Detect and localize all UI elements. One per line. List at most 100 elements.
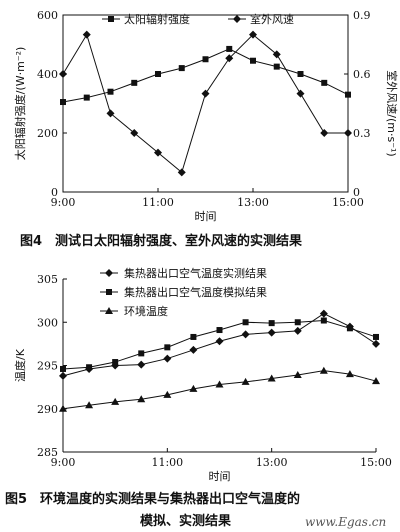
fig5-data-point (112, 359, 119, 366)
fig4-left-axis-label: 太阳辐射强度/(W·m⁻²) (13, 47, 27, 161)
fig4-data-point (130, 129, 139, 137)
fig5-data-point (267, 328, 276, 337)
fig5-data-point (241, 377, 250, 385)
fig5-data-point (372, 339, 380, 348)
fig4-legend-marker (233, 15, 241, 23)
watermark: www.Egas.cn (305, 515, 387, 529)
fig5-legend-marker (105, 269, 113, 277)
fig5-data-point (215, 380, 224, 388)
fig5-data-point (242, 319, 249, 326)
fig5-legend-marker (106, 289, 112, 295)
fig5-y-tick-label: 295 (37, 360, 58, 373)
fig4-plot-frame (62, 14, 349, 193)
fig5-data-point (293, 371, 302, 379)
fig4-x-tick-label: 15:00 (332, 196, 364, 209)
fig5-data-point (163, 390, 172, 398)
fig5-x-tick-label: 11:00 (151, 456, 183, 469)
fig5-data-point (319, 309, 328, 318)
fig4-data-point (249, 30, 257, 39)
fig5-legend-label: 环境温度 (124, 304, 168, 318)
fig5-data-point (59, 371, 67, 380)
fig4-data-point (155, 71, 161, 77)
fig5-y-tick-label: 300 (37, 316, 58, 329)
fig5-data-point (85, 401, 94, 409)
fig4-right-tick-label: 0 (353, 186, 360, 199)
fig5-x-tick-label: 9:00 (51, 456, 76, 469)
fig4-data-point (272, 50, 281, 59)
fig5-y-tick-label: 285 (37, 446, 58, 459)
fig5-data-point (215, 337, 224, 346)
fig5-data-point (137, 360, 146, 369)
fig4-data-point (178, 65, 185, 72)
fig4-x-tick-label: 13:00 (237, 196, 269, 209)
fig5-data-point (163, 354, 172, 363)
fig5-data-point (189, 345, 198, 354)
fig5-data-point (373, 333, 379, 340)
fig4-data-point (201, 89, 210, 98)
fig4-data-point (345, 91, 351, 98)
fig5-data-point (267, 374, 276, 382)
fig5-y-axis-label: 温度/K (13, 348, 27, 382)
fig4-right-tick-label: 0.9 (353, 9, 371, 22)
fig5-data-point (137, 395, 146, 403)
fig5-data-point (111, 397, 120, 405)
fig5-x-tick-label: 13:00 (256, 456, 288, 469)
fig4-data-point (296, 89, 305, 98)
fig4-x-axis-label: 时间 (195, 210, 217, 223)
fig5-legend-label: 集热器出口空气温度实测结果 (124, 266, 267, 280)
fig5-data-point (60, 365, 66, 372)
fig5-y-tick-label: 305 (37, 273, 58, 286)
fig4-data-point (106, 109, 115, 118)
fig4-left-tick-label: 200 (37, 127, 58, 140)
fig4-legend-label: 室外风速 (250, 12, 294, 26)
fig5-x-tick-label: 15:00 (360, 456, 392, 469)
fig5-data-point (86, 364, 93, 371)
fig4-data-point (225, 54, 234, 63)
fig4-data-point (177, 168, 186, 177)
fig4-left-tick-label: 0 (51, 186, 58, 199)
fig4-data-point (297, 71, 304, 77)
fig4-data-point (321, 79, 328, 86)
fig4-x-tick-label: 9:00 (51, 196, 76, 209)
fig5-data-point (241, 330, 250, 339)
fig4-right-tick-label: 0.3 (353, 127, 371, 140)
fig5-legend-label: 集热器出口空气温度模拟结果 (124, 285, 267, 299)
fig4-data-point (83, 94, 90, 101)
fig4-data-point (154, 148, 162, 157)
fig5-data-point (138, 350, 145, 357)
fig5-data-point (190, 333, 197, 340)
fig5-data-point (319, 366, 328, 374)
fig4-right-axis-label: 室外风速/(m·s⁻¹) (385, 70, 399, 156)
fig5-data-point (268, 320, 275, 327)
fig4-x-tick-label: 11:00 (142, 196, 174, 209)
figure5-caption-line2: 模拟、实测结果 (140, 514, 232, 529)
fig4-data-point (344, 129, 352, 137)
fig5-series-line (62, 370, 377, 410)
fig5-legend-marker (105, 307, 113, 314)
fig5-data-point (345, 370, 354, 378)
fig4-data-point (60, 99, 66, 106)
fig5-data-point (294, 319, 301, 326)
fig4-data-point (59, 70, 67, 78)
fig5-data-point (372, 377, 380, 385)
figure4-caption: 图4 测试日太阳辐射强度、室外风速的实测结果 (20, 234, 303, 249)
fig4-left-tick-label: 600 (37, 9, 58, 22)
fig5-data-point (164, 344, 171, 351)
fig4-left-tick-label: 400 (37, 68, 58, 81)
fig4-data-point (273, 63, 280, 70)
fig5-data-point (320, 317, 327, 324)
fig4-legend-label: 太阳辐射强度 (124, 12, 190, 26)
fig4-data-point (82, 30, 91, 39)
fig4-data-point (202, 56, 209, 63)
fig5-data-point (59, 404, 67, 412)
fig4-data-point (250, 57, 256, 64)
fig4-right-tick-label: 0.6 (353, 68, 371, 81)
fig5-data-point (346, 325, 353, 332)
fig4-legend-marker (108, 16, 114, 22)
fig5-data-point (216, 327, 223, 334)
fig4-series-line (62, 33, 348, 174)
fig5-y-tick-label: 290 (37, 403, 58, 416)
fig5-data-point (189, 384, 198, 392)
fig5-x-axis-label: 时间 (209, 470, 231, 483)
